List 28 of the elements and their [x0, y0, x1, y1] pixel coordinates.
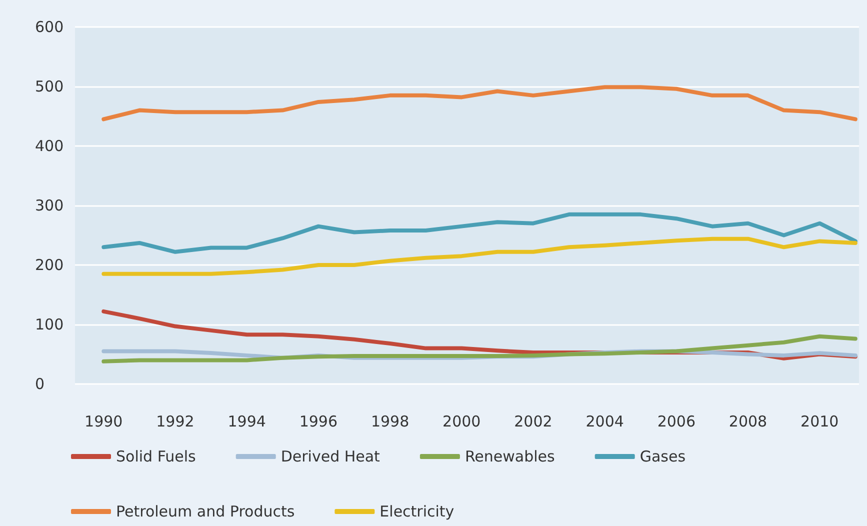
x-tick-label: 2006	[657, 412, 696, 430]
x-tick-label: 2010	[800, 412, 839, 430]
y-tick-label: 500	[35, 78, 64, 96]
legend-label: Derived Heat	[280, 448, 380, 466]
legend-label: Renewables	[464, 448, 556, 466]
y-tick-label: 400	[35, 137, 64, 155]
line-series	[102, 212, 858, 254]
y-tick-label: 600	[35, 18, 64, 36]
x-tick-label: 1996	[299, 412, 338, 430]
legend-label: Petroleum and Products	[116, 502, 295, 520]
line-series	[102, 236, 858, 276]
y-tick-label: 0	[35, 375, 45, 393]
line-series	[102, 334, 858, 364]
legend-label: Gases	[640, 448, 686, 466]
line-series	[102, 85, 858, 122]
x-tick-label: 2002	[514, 412, 552, 430]
x-tick-label: 1994	[228, 412, 266, 430]
x-tick-label: 1992	[156, 412, 194, 430]
x-tick-label: 2000	[442, 412, 481, 430]
x-tick-label: 2004	[586, 412, 624, 430]
x-tick-label: 2008	[728, 412, 768, 430]
legend-label: Electricity	[380, 502, 454, 520]
x-tick-label: 1998	[370, 412, 410, 430]
y-tick-label: 200	[35, 256, 64, 274]
y-tick-label: 100	[35, 316, 64, 334]
x-tick-label: 1990	[84, 412, 123, 430]
legend-label: Solid Fuels	[116, 448, 196, 466]
y-tick-label: 300	[35, 196, 64, 214]
